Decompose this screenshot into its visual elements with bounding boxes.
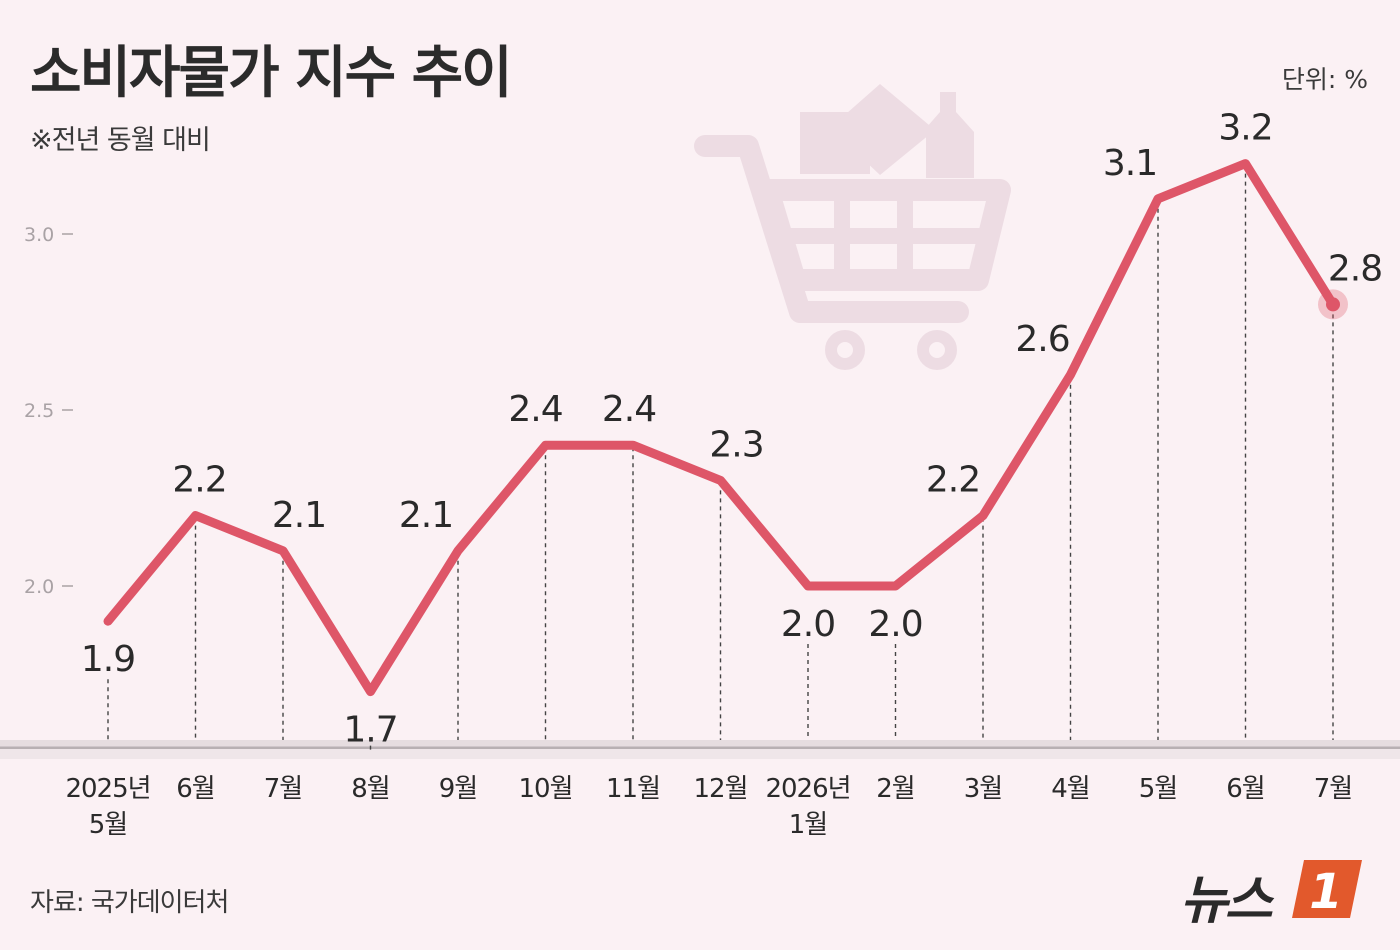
chart-title: 소비자물가 지수 추이 [30,41,513,106]
x-tick-label: 5월 [1139,774,1177,804]
cart-grid [772,182,998,288]
data-label: 3.1 [1103,143,1157,184]
cart-box [830,84,935,175]
x-tick-label: 4월 [1051,774,1089,804]
logo-badge-number: 1 [1309,864,1342,920]
data-label: 2.1 [272,495,326,536]
data-label: 2.3 [709,424,763,465]
x-tick-label: 11월 [606,774,660,804]
x-tick-label: 7월 [264,774,302,804]
data-label: 1.7 [343,710,397,751]
y-tick-label: 3.0 [24,224,54,246]
unit-label: 단위: % [1281,65,1368,94]
x-tick-label: 2026년 [765,774,850,804]
news1-logo: 뉴스 1 [1180,852,1370,932]
y-tick-label: 2.0 [24,576,54,598]
data-label: 2.6 [1015,319,1069,360]
shopping-cart-icon [694,84,1011,370]
data-label: 2.2 [926,460,980,501]
x-tick-label: 12월 [693,774,747,804]
x-tick-label: 3월 [964,774,1002,804]
chart-subtitle: ※전년 동월 대비 [30,125,211,156]
cart-wheel [917,330,957,370]
cart-basket [757,179,1011,291]
logo-badge-icon: 1 [1292,860,1362,920]
x-tick-label: 2025년 [65,774,150,804]
data-label: 2.0 [868,604,922,645]
x-tick-label: 6월 [1226,774,1264,804]
data-label: 3.2 [1218,108,1272,149]
last-point-marker [1326,297,1340,312]
x-tick-label: 6월 [176,774,214,804]
data-label: 2.4 [508,389,562,430]
data-label: 2.0 [781,604,835,645]
y-tick-label: 2.5 [24,400,54,422]
x-tick-label: 8월 [351,774,389,804]
x-tick-label: 9월 [439,774,477,804]
logo-text: 뉴스 [1180,871,1273,931]
cart-wheel [825,330,865,370]
series-line [103,159,1338,697]
data-label: 2.2 [172,460,226,501]
x-axis-shadow [0,749,1400,759]
x-tick-label: 10월 [518,774,572,804]
x-tick-label: 7월 [1314,774,1352,804]
data-label: 2.4 [602,389,656,430]
x-tick-label: 2월 [876,774,914,804]
data-label: 2.1 [399,495,453,536]
x-tick-label: 1월 [789,810,827,840]
source-note: 자료: 국가데이터처 [30,888,229,918]
plot-bottom-band [0,740,1400,748]
data-label: 2.8 [1328,248,1382,289]
cart-bottle [926,92,974,178]
data-label: 1.9 [81,639,135,680]
x-tick-label: 5월 [89,810,127,840]
